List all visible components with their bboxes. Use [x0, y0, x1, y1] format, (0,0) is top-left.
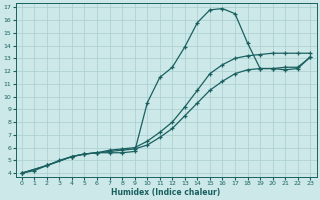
X-axis label: Humidex (Indice chaleur): Humidex (Indice chaleur) — [111, 188, 221, 197]
